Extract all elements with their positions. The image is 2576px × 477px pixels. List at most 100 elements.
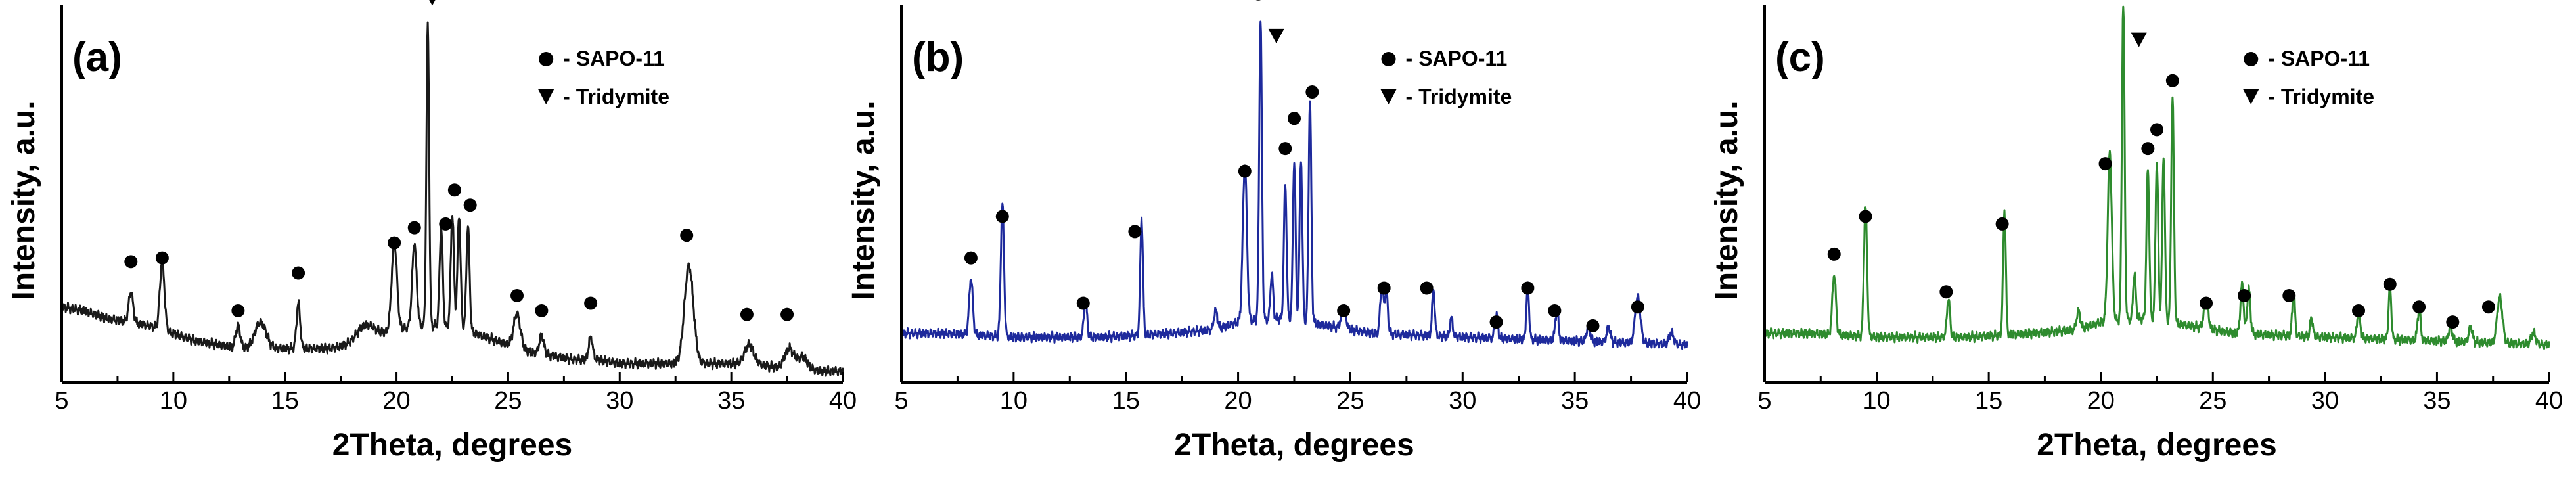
sapo11-peak-marker — [2383, 277, 2397, 291]
x-tick-label: 5 — [55, 387, 68, 415]
xrd-pattern-line — [1763, 5, 2550, 350]
sapo11-peak-marker — [155, 251, 169, 265]
sapo11-peak-marker — [1238, 164, 1252, 178]
x-tick-label: 10 — [1000, 387, 1028, 415]
sapo11-peak-marker — [2165, 74, 2179, 87]
sapo11-peak-marker — [1939, 285, 1953, 299]
x-tick-label: 20 — [1224, 387, 1252, 415]
y-axis-title: Intensity, a.u. — [1709, 101, 1744, 300]
sapo11-peak-marker — [964, 251, 978, 265]
sapo11-peak-marker — [2150, 123, 2163, 137]
sapo11-peak-marker — [1128, 225, 1142, 238]
x-tick-label: 20 — [382, 387, 410, 415]
legend-circle-icon — [1381, 52, 1396, 66]
x-tick-label: 40 — [829, 387, 857, 415]
sapo11-peak-marker — [1076, 296, 1090, 310]
x-tick-label: 40 — [1673, 387, 1701, 415]
x-tick-label: 35 — [717, 387, 745, 415]
x-axis-title: 2Theta, degrees — [1174, 428, 1414, 463]
sapo11-peak-marker — [1859, 210, 1872, 223]
legend-circle-icon — [2244, 52, 2259, 66]
sapo11-peak-marker — [124, 255, 138, 269]
sapo11-peak-marker — [1288, 112, 1301, 125]
sapo11-peak-marker — [388, 236, 401, 250]
chart-panel-b: 5 10 15 20 25 30 35 40 2Theta, degrees Intensity,… — [846, 0, 1701, 463]
sapo11-peak-marker — [2352, 304, 2366, 317]
y-axis-title: Intensity, a.u. — [7, 101, 41, 300]
x-tick-label: 25 — [494, 387, 522, 415]
x-tick-label: 30 — [606, 387, 633, 415]
sapo11-peak-marker — [1631, 300, 1644, 314]
sapo11-peak-marker — [510, 288, 524, 302]
x-tick-label: 10 — [160, 387, 187, 415]
sapo11-peak-marker — [292, 266, 305, 280]
sapo11-peak-marker — [2098, 157, 2112, 171]
x-tick-label: 15 — [1975, 387, 2002, 415]
panel-label: (c) — [1775, 35, 1825, 80]
x-tick-label: 20 — [2087, 387, 2115, 415]
legend-label: - SAPO-11 — [2268, 47, 2370, 70]
sapo11-peak-marker — [2282, 288, 2296, 302]
sapo11-peak-marker — [2200, 296, 2213, 310]
legend-triangle-icon — [2243, 89, 2259, 104]
legend-label: - Tridymite — [1406, 85, 1512, 108]
x-axis-title: 2Theta, degrees — [2037, 428, 2276, 463]
sapo11-peak-marker — [2141, 142, 2155, 156]
x-tick-label: 10 — [1863, 387, 1890, 415]
sapo11-peak-marker — [439, 217, 453, 231]
x-tick-label: 35 — [2423, 387, 2451, 415]
sapo11-peak-marker — [2446, 315, 2460, 329]
chart-panel-a: 5 10 15 20 25 30 35 40 2Theta, degrees Intensity,… — [7, 0, 857, 463]
legend-label: - SAPO-11 — [1406, 47, 1508, 70]
tridymite-peak-marker — [1268, 28, 1284, 43]
xrd-pattern-line — [900, 20, 1688, 350]
legend-label: - Tridymite — [2268, 85, 2374, 108]
x-tick-label: 30 — [2311, 387, 2339, 415]
y-axis-title: Intensity, a.u. — [846, 101, 881, 300]
x-tick-label: 40 — [2535, 387, 2563, 415]
x-axis-title: 2Theta, degrees — [332, 428, 572, 463]
panel-label: (b) — [912, 35, 964, 80]
sapo11-peak-marker — [1521, 281, 1535, 295]
tridymite-peak-marker — [429, 0, 436, 6]
legend-circle-icon — [539, 52, 554, 66]
sapo11-peak-marker — [535, 304, 549, 317]
x-tick-label: 5 — [894, 387, 908, 415]
legend-label: - Tridymite — [563, 85, 669, 108]
panel-label: (a) — [72, 35, 122, 80]
sapo11-peak-marker — [231, 304, 245, 317]
sapo11-peak-marker — [1278, 142, 1292, 156]
sapo11-peak-marker — [1420, 281, 1434, 295]
sapo11-peak-marker — [1489, 315, 1503, 329]
sapo11-peak-marker — [1305, 85, 1319, 99]
legend-triangle-icon — [538, 89, 554, 104]
x-tick-label: 15 — [1112, 387, 1140, 415]
legend-triangle-icon — [1380, 89, 1397, 104]
sapo11-peak-marker — [995, 210, 1009, 223]
x-tick-label: 5 — [1757, 387, 1771, 415]
sapo11-peak-marker — [1827, 247, 1841, 261]
sapo11-peak-marker — [463, 198, 477, 212]
xrd-pattern-line — [60, 21, 844, 377]
sapo11-peak-marker — [584, 296, 598, 310]
x-tick-label: 15 — [271, 387, 299, 415]
x-tick-label: 30 — [1449, 387, 1476, 415]
sapo11-peak-marker — [1548, 304, 1562, 317]
sapo11-peak-marker — [407, 221, 421, 235]
sapo11-peak-marker — [2412, 300, 2426, 314]
sapo11-peak-marker — [1586, 319, 1600, 332]
sapo11-peak-marker — [1377, 281, 1391, 295]
chart-panel-c: 5 10 15 20 25 30 35 40 2Theta, degrees Intensity,… — [1709, 5, 2563, 463]
tridymite-peak-marker — [2131, 32, 2147, 47]
sapo11-peak-marker — [2481, 300, 2495, 314]
legend-label: - SAPO-11 — [563, 47, 665, 70]
x-tick-label: 25 — [2199, 387, 2226, 415]
sapo11-peak-marker — [1995, 217, 2009, 231]
sapo11-peak-marker — [2238, 288, 2251, 302]
sapo11-peak-marker — [1337, 304, 1351, 317]
sapo11-peak-marker — [447, 183, 461, 197]
sapo11-peak-marker — [680, 229, 694, 242]
x-tick-label: 25 — [1336, 387, 1364, 415]
sapo11-peak-marker — [780, 307, 794, 321]
